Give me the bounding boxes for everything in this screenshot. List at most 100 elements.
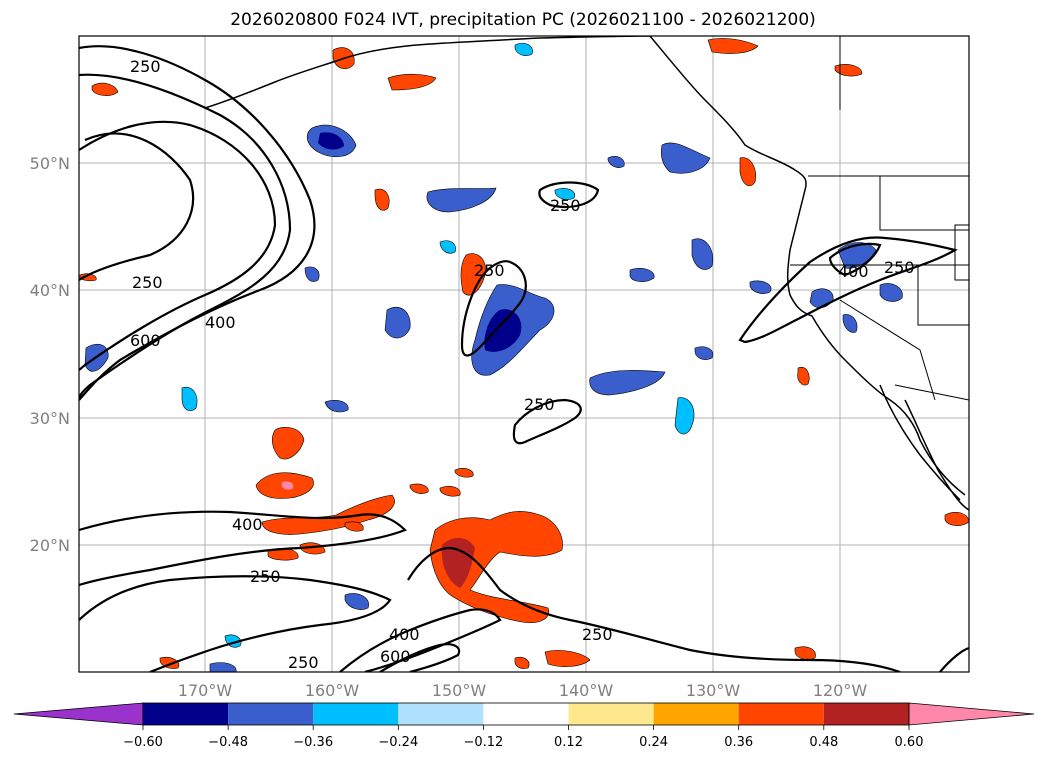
colorbar-segment [483, 703, 569, 725]
pos-patch-e3 [794, 646, 816, 660]
border-state4 [917, 265, 969, 326]
lat-label-50n: 50°N [30, 154, 70, 173]
clabel-250-north: 250 [550, 196, 581, 215]
clabel-400-s: 400 [389, 625, 420, 644]
contour-400-west [79, 73, 292, 399]
colorbar-segment [228, 703, 314, 725]
lat-label-30n: 30°N [30, 409, 70, 428]
colorbar-tick-label: −0.60 [123, 735, 163, 750]
contour-250-west [79, 45, 316, 401]
pos-patch-w1 [91, 82, 119, 96]
neg-patch-e3 [694, 346, 714, 360]
neg-patch-north [426, 187, 497, 213]
colorbar: −0.60 −0.48 −0.36 −0.24 −0.12 0.12 0.24 … [13, 702, 1035, 750]
border-state2 [879, 176, 969, 231]
contour-250-center [460, 260, 527, 357]
clabel-250-center: 250 [474, 261, 505, 280]
map-title: 2026020800 F024 IVT, precipitation PC (2… [230, 10, 816, 30]
pos-patch-n4 [834, 64, 863, 77]
pos-patch-sw-band [261, 494, 395, 535]
contour-600-west [79, 120, 277, 371]
clabel-250-mid: 250 [524, 395, 555, 414]
pos-patch-sw-core [281, 481, 294, 490]
coastline-baja [879, 384, 961, 501]
coastlines [204, 36, 969, 511]
neg-patch-e5 [554, 188, 576, 200]
neg-patch-e7 [439, 240, 456, 254]
contour-400-sw [79, 510, 407, 587]
contour-400-ne [828, 242, 882, 277]
neg-patch-ne1 [837, 242, 877, 269]
colorbar-tick-label: 0.12 [554, 735, 583, 750]
pos-patch-s4 [409, 483, 429, 494]
neg-patch-mid1 [384, 306, 411, 339]
clabel-250-sw: 250 [250, 567, 281, 586]
colorbar-segment [313, 703, 399, 725]
lat-label-40n: 40°N [30, 281, 70, 300]
pos-patch-n5 [374, 188, 390, 211]
clabel-400-sw: 400 [232, 515, 263, 534]
contour-250-mid [512, 398, 582, 445]
latitude-labels: 50°N 40°N 30°N 20°N [30, 154, 70, 555]
border-state5 [954, 224, 969, 281]
borders [790, 36, 969, 401]
border-state3 [839, 299, 936, 401]
clabel-400-w: 400 [205, 313, 236, 332]
neg-patch-mid4 [660, 142, 711, 174]
coastline-us-west [786, 189, 966, 496]
longitude-labels: 170°W 160°W 150°W 140°W 130°W 120°W [178, 681, 868, 700]
positive-precip-patches [79, 38, 969, 669]
neg-patch-central-core [484, 309, 522, 352]
colorbar-tick-label: 0.48 [809, 735, 838, 750]
coastline-mexico [904, 399, 969, 511]
colorbar-segment [738, 703, 824, 725]
map-frame [78, 35, 970, 673]
neg-patch-s3 [209, 662, 237, 672]
colorbar-tick-label: 0.36 [724, 735, 753, 750]
clabel-250-w: 250 [132, 273, 163, 292]
contour-labels: 250 250 600 400 250 250 250 400 250 400 … [130, 57, 915, 672]
coastline-alaska [204, 36, 651, 109]
clabel-600-s: 600 [380, 647, 411, 666]
pos-patch-n3 [707, 38, 759, 54]
pos-patch-mid-red [460, 253, 486, 296]
contour-250-north [538, 181, 600, 208]
neg-patch-w2 [181, 386, 198, 411]
lon-label-170w: 170°W [178, 681, 233, 700]
colorbar-tick-label: −0.36 [293, 735, 333, 750]
neg-patch-w4 [324, 400, 349, 413]
pos-patch-s7 [344, 521, 364, 532]
colorbar-extend-left [13, 702, 144, 726]
coastline-bc [649, 36, 807, 191]
pos-patch-s6 [454, 468, 474, 478]
negative-precip-patches [84, 42, 903, 672]
pos-patch-s2 [514, 657, 530, 669]
colorbar-extend-right [908, 702, 1035, 726]
colorbar-tick-label: 0.24 [639, 735, 668, 750]
colorbar-tick-labels: −0.60 −0.48 −0.36 −0.24 −0.12 0.12 0.24 … [123, 735, 923, 750]
colorbar-tick-label: −0.12 [463, 735, 503, 750]
neg-patch-mid3 [674, 397, 695, 435]
contour-250-s [407, 546, 901, 672]
neg-patch-e1 [629, 268, 655, 282]
clabel-250-ne: 250 [884, 258, 915, 277]
clabel-250-se: 250 [582, 625, 613, 644]
contour-250-se [939, 646, 969, 672]
neg-patch-e6 [607, 156, 625, 168]
colorbar-tick-label: −0.48 [208, 735, 248, 750]
contour-250-sw [79, 575, 392, 672]
colorbar-tick-label: 0.60 [895, 735, 924, 750]
colorbar-segment [568, 703, 654, 725]
lat-label-20n: 20°N [30, 536, 70, 555]
neg-patch-mid2 [589, 370, 666, 396]
pos-patch-sw-top [271, 427, 305, 460]
colorbar-tick-label: −0.24 [378, 735, 418, 750]
clabel-250-nw: 250 [130, 57, 161, 76]
neg-patch-nw-core [318, 132, 344, 150]
lon-label-140w: 140°W [559, 681, 614, 700]
neg-patch-mid5 [691, 238, 714, 270]
clabel-250-s: 250 [288, 653, 319, 672]
neg-patch-e4 [514, 42, 533, 56]
pos-patch-s1 [544, 650, 591, 667]
pos-patch-s5 [439, 486, 461, 497]
